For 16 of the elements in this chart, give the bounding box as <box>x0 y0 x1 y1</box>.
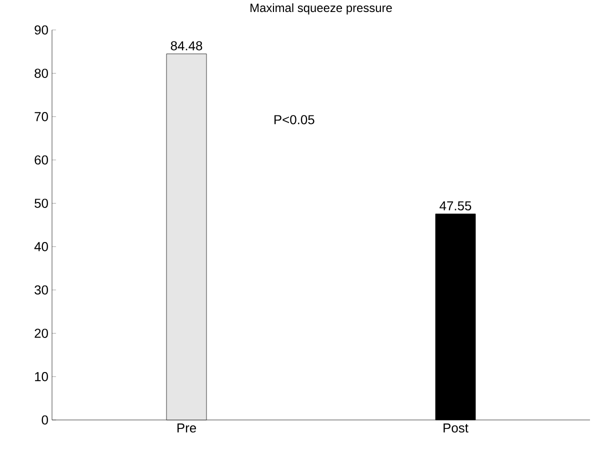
y-tick-label: 50 <box>34 198 48 208</box>
y-tick-label: 90 <box>34 25 48 35</box>
y-tick-label: 10 <box>35 372 48 382</box>
chart-title: Maximal squeeze pressure <box>250 3 392 14</box>
y-tick-label: 60 <box>34 155 48 165</box>
annotation: P<0.05 <box>274 115 314 124</box>
x-tick-label: Pre <box>177 423 196 433</box>
data-label: 84.48 <box>170 41 202 50</box>
y-tick-label: 30 <box>34 285 48 295</box>
y-tick-label: 70 <box>34 112 48 122</box>
x-tick-label: Post <box>444 423 468 433</box>
data-label: 47.55 <box>440 201 472 210</box>
y-tick-label: 0 <box>42 415 48 425</box>
y-tick-label: 20 <box>34 328 48 338</box>
y-tick-label: 80 <box>34 68 48 78</box>
y-tick-label: 40 <box>34 242 48 252</box>
